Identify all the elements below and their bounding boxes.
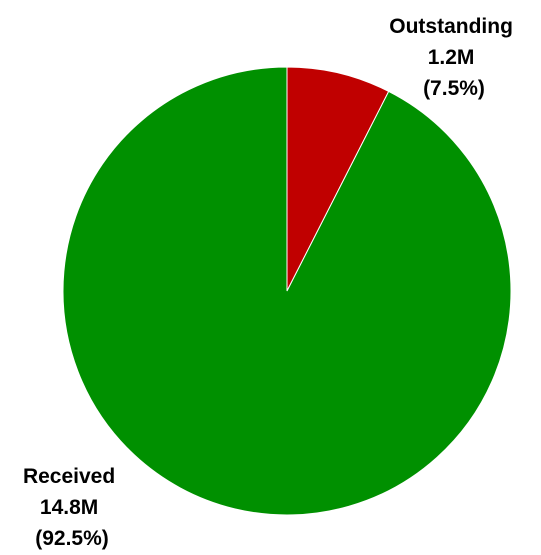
pie-slice-received [62, 66, 512, 516]
received-percent: (92.5%) [35, 527, 109, 550]
pie-slice-outstanding [286, 66, 390, 292]
outstanding-category: Outstanding [389, 15, 513, 38]
outstanding-percent: (7.5%) [423, 77, 485, 100]
received-category: Received [23, 465, 115, 488]
pie-slices [62, 66, 512, 516]
received-value: 14.8M [40, 496, 98, 519]
received-label: Received 14.8M (92.5%) [23, 465, 121, 550]
outstanding-label: Outstanding 1.2M (7.5%) [389, 15, 519, 100]
outstanding-value: 1.2M [428, 46, 475, 69]
